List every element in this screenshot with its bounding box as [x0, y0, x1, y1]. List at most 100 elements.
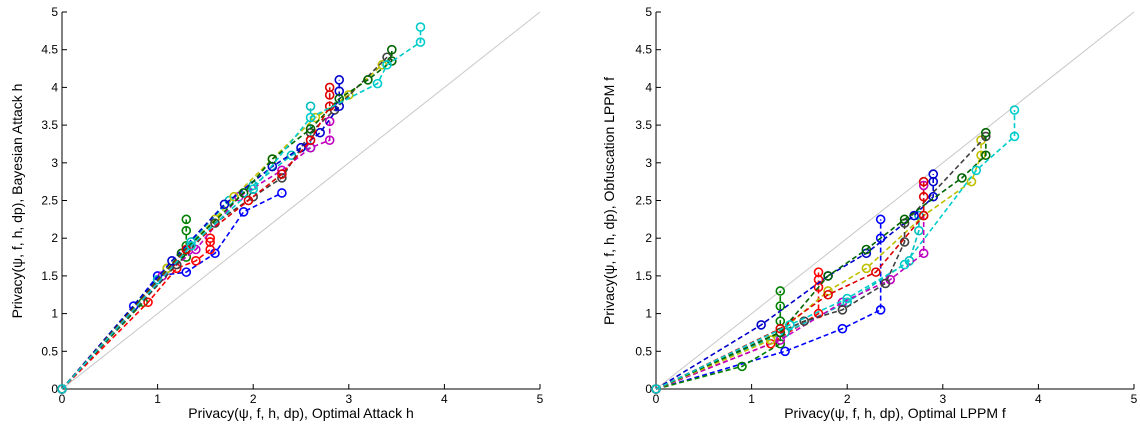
- left-series-3-point: [143, 297, 153, 308]
- right-y-tick-label: 1: [645, 307, 652, 321]
- left-series-11-point: [382, 59, 392, 70]
- right-series-9-point: [981, 150, 991, 161]
- left-series-9-point: [363, 75, 373, 85]
- right-series-6-point: [765, 335, 776, 345]
- right-series-1-point: [875, 305, 886, 315]
- right-series-10-point: [918, 191, 929, 202]
- right-x-tick-label: 4: [1035, 392, 1042, 406]
- right-series-7-point: [799, 316, 809, 326]
- left-series-1-point: [181, 267, 192, 277]
- right-series-10-point: [918, 210, 929, 221]
- left-series-8-point: [315, 127, 325, 138]
- right-x-tick-label: 5: [1131, 392, 1138, 406]
- left-series-9-point: [267, 154, 278, 164]
- left-x-tick-label: 3: [345, 392, 352, 406]
- right-series-5-point: [918, 180, 929, 191]
- left-series-11-point: [57, 384, 67, 394]
- left-series-6-point: [229, 191, 239, 202]
- left-y-tick-label: 1.5: [41, 269, 58, 283]
- right-series-8-point: [756, 320, 766, 330]
- left-x-tick-label: 0: [59, 392, 66, 406]
- left-y-tick-label: 4: [51, 80, 58, 94]
- right-series-9-point: [823, 271, 833, 281]
- left-series-9-point: [387, 44, 397, 55]
- right-series-11-point: [842, 293, 853, 304]
- left-series-10-point: [324, 82, 335, 93]
- right-x-axis-label: Privacy(ψ, f, h, dp), Optimal LPPM f: [784, 405, 1006, 421]
- left-series-11-point: [415, 22, 426, 32]
- right-series-10-point: [871, 267, 881, 277]
- right-series-11-point: [651, 384, 661, 394]
- left-y-tick-label: 0: [51, 382, 58, 396]
- left-y-tick-label: 1: [51, 307, 58, 321]
- left-series-2-line: [61, 219, 188, 390]
- left-series-8-point: [334, 75, 345, 85]
- right-series-8-point: [928, 191, 939, 202]
- left-series-11-point: [415, 37, 426, 47]
- left-series-2-point: [181, 225, 192, 236]
- right-reference-line: [655, 11, 1135, 390]
- right-series-1-line: [655, 219, 882, 390]
- right-series-10-point: [823, 289, 833, 300]
- right-series-1-point: [837, 323, 848, 334]
- right-series-10-point: [918, 176, 929, 187]
- left-series-5-point: [324, 116, 335, 127]
- right-series-9-point: [861, 244, 872, 255]
- right-series-11-line: [655, 110, 1016, 390]
- right-series-11-point: [1009, 105, 1020, 115]
- right-series-5-line: [655, 185, 925, 390]
- left-series-5-point: [324, 135, 335, 145]
- left-series-8-line: [61, 79, 341, 390]
- left-series-11-point: [372, 78, 383, 89]
- left-series-11-line: [61, 27, 422, 390]
- right-y-tick-label: 1.5: [635, 269, 652, 283]
- right-y-tick-label: 3: [645, 156, 652, 170]
- right-series-8-line: [655, 174, 935, 390]
- left-series-1-point: [277, 188, 287, 198]
- right-y-tick-label: 5: [645, 5, 652, 19]
- left-series-10-line: [61, 87, 331, 390]
- right-series-11-point: [899, 259, 910, 270]
- right-x-tick-label: 1: [748, 392, 755, 406]
- left-x-tick-label: 2: [250, 392, 257, 406]
- right-series-2-point: [775, 338, 786, 349]
- right-series-6-point: [861, 263, 872, 274]
- left-series-7-line: [61, 56, 388, 390]
- right-series-9-point: [957, 173, 967, 183]
- right-series-7-point: [880, 278, 891, 289]
- right-series-11-point: [785, 320, 795, 330]
- left-x-tick-label: 5: [537, 392, 544, 406]
- left-series-11-point: [305, 112, 316, 123]
- left-y-tick-label: 2.5: [41, 194, 58, 208]
- left-y-axis-label: Privacy(ψ, f, h, dp), Bayesian Attack h: [9, 84, 25, 319]
- right-series-1-point: [780, 346, 790, 357]
- left-y-tick-label: 5: [51, 5, 58, 19]
- right-series-11-point: [971, 165, 982, 176]
- right-x-tick-label: 3: [939, 392, 946, 406]
- left-series-10-point: [277, 169, 287, 179]
- right-series-6-point: [966, 176, 977, 187]
- right-series-2-point: [737, 361, 747, 372]
- left-series-10-point: [243, 195, 254, 206]
- left-x-tick-label: 1: [154, 392, 161, 406]
- left-chart: Privacy(ψ, f, h, dp), Optimal Attack h P…: [9, 5, 544, 421]
- left-series-8-point: [219, 199, 230, 210]
- right-series-7-point: [837, 305, 848, 315]
- right-y-tick-label: 4.5: [635, 43, 652, 57]
- right-series-2-point: [775, 286, 786, 296]
- left-series-3-point: [205, 237, 215, 247]
- right-chart: Privacy(ψ, f, h, dp), Optimal LPPM f Pri…: [601, 5, 1138, 421]
- left-y-tick-label: 3.5: [41, 118, 58, 132]
- right-series-3-line: [655, 272, 820, 390]
- right-series-7-line: [655, 135, 987, 390]
- left-series-11-point: [248, 184, 258, 194]
- right-y-tick-label: 2: [645, 231, 652, 245]
- left-series-3-point: [191, 256, 201, 266]
- right-x-tick-label: 0: [653, 392, 660, 406]
- right-series-1-point: [875, 214, 886, 225]
- left-x-axis-label: Privacy(ψ, f, h, dp), Optimal Attack h: [188, 405, 414, 421]
- right-y-tick-label: 4: [645, 80, 652, 94]
- left-series-3-point: [205, 233, 215, 243]
